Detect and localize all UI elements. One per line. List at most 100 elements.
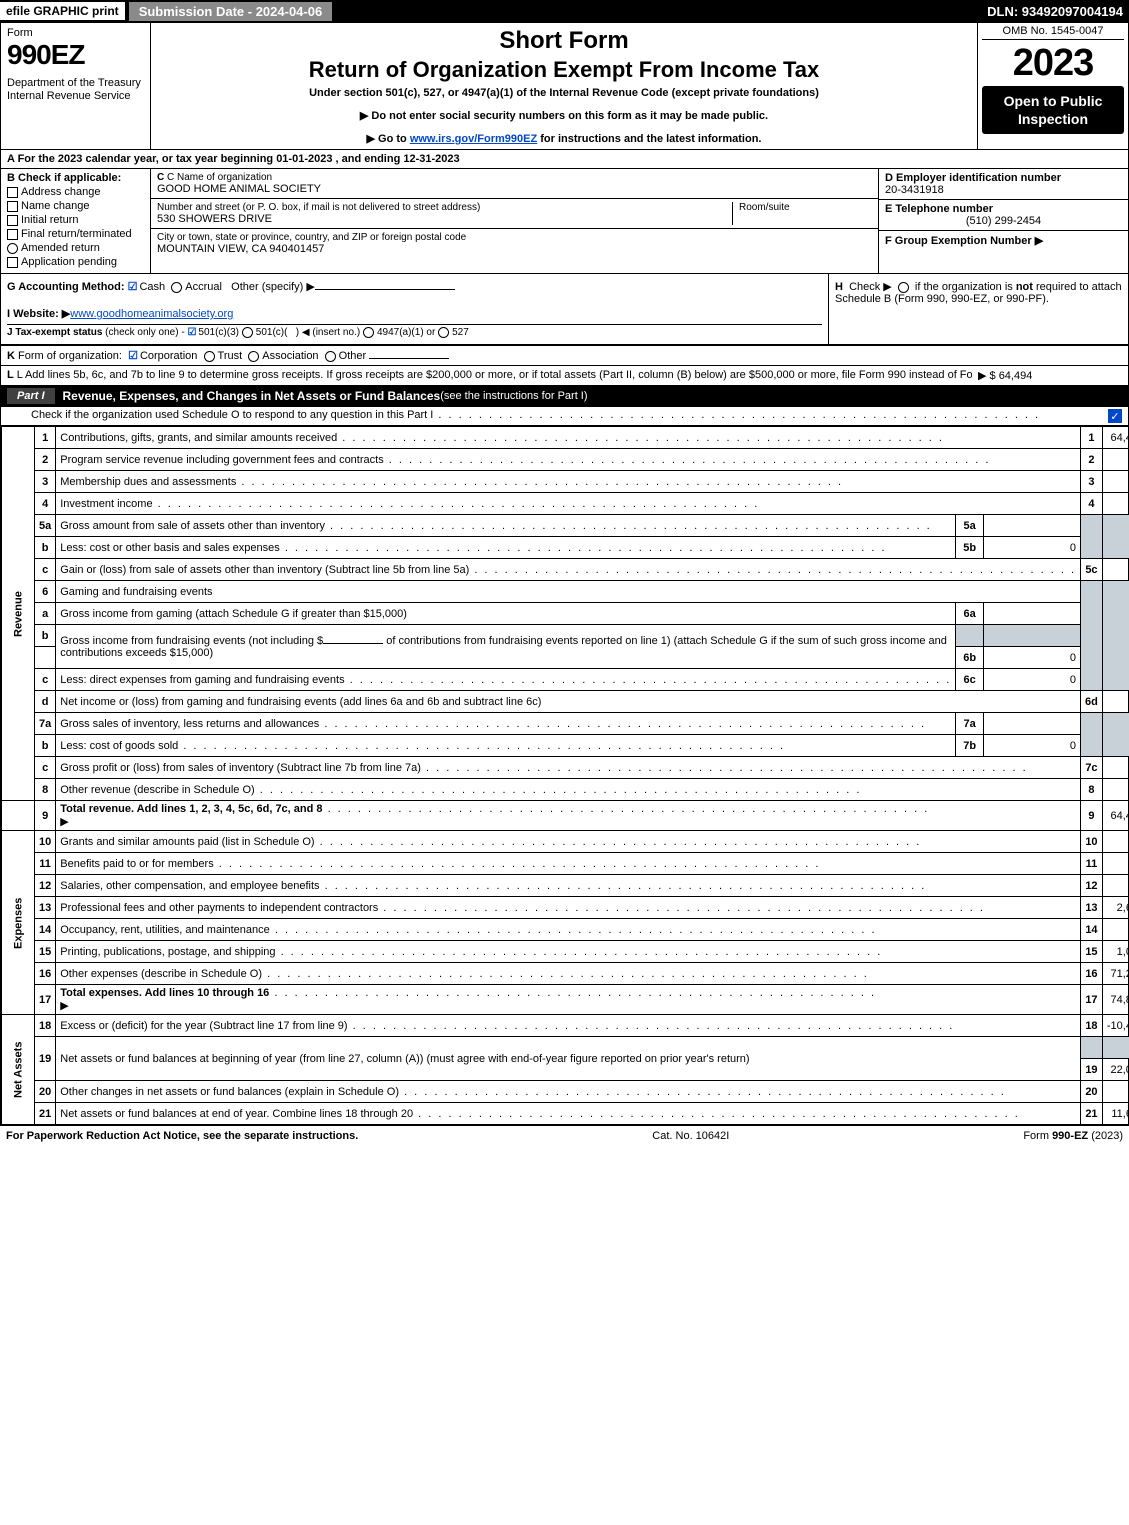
line-15-val: 1,016 (1102, 941, 1129, 963)
section-b: B Check if applicable: Address change Na… (1, 169, 151, 273)
section-b-label: B Check if applicable: (7, 172, 144, 184)
row-i: I Website: ▶www.goodhomeanimalsociety.or… (7, 307, 822, 320)
row-k: K Form of organization: ☑Corporation Tru… (1, 345, 1128, 365)
short-form-title: Short Form (159, 27, 969, 55)
row-l: L L Add lines 5b, 6c, and 7b to line 9 t… (1, 365, 1128, 385)
line-21-val: 11,653 (1102, 1103, 1129, 1125)
line-19-val: 22,058 (1102, 1059, 1129, 1081)
line-1-desc: Contributions, gifts, grants, and simila… (60, 432, 337, 444)
line-7c-val: 0 (1102, 757, 1129, 779)
page-footer: For Paperwork Reduction Act Notice, see … (0, 1126, 1129, 1146)
org-name: GOOD HOME ANIMAL SOCIETY (157, 183, 321, 195)
submission-date: Submission Date - 2024-04-06 (129, 2, 333, 21)
line-13-desc: Professional fees and other payments to … (60, 902, 378, 914)
line-7a-desc: Gross sales of inventory, less returns a… (60, 718, 319, 730)
lines-table: Revenue 1 Contributions, gifts, grants, … (1, 426, 1129, 1125)
chk-initial-return[interactable]: Initial return (7, 214, 144, 226)
group-exemption-label: F Group Exemption Number ▶ (885, 235, 1043, 247)
form-header: Form 990EZ Department of the Treasury In… (1, 23, 1128, 150)
line-16-val: 71,228 (1102, 963, 1129, 985)
part-i-title: Revenue, Expenses, and Changes in Net As… (63, 389, 441, 403)
chk-amended-return[interactable]: Amended return (7, 242, 144, 254)
line-2-val: 0 (1102, 449, 1129, 471)
line-5a-desc: Gross amount from sale of assets other t… (60, 520, 325, 532)
line-6d-val: 0 (1102, 691, 1129, 713)
under-section: Under section 501(c), 527, or 4947(a)(1)… (159, 87, 969, 99)
line-6b-subval: 0 (983, 647, 1080, 669)
line-1-num: 1 (35, 427, 56, 449)
tip2-prefix: ▶ Go to (367, 133, 410, 145)
org-name-label: C C Name of organization (157, 172, 321, 183)
line-7b-desc: Less: cost of goods sold (60, 740, 178, 752)
line-18-desc: Excess or (deficit) for the year (Subtra… (60, 1020, 347, 1032)
part-i-subtitle: (see the instructions for Part I) (440, 390, 587, 402)
accounting-cash[interactable]: Cash (139, 281, 165, 293)
city-state-zip: MOUNTAIN VIEW, CA 940401457 (157, 243, 466, 255)
section-d-e-f: D Employer identification number 20-3431… (878, 169, 1128, 273)
line-6b-desc: Gross income from fundraising events (no… (56, 625, 956, 669)
expenses-section-label: Expenses (2, 831, 35, 1015)
line-10-desc: Grants and similar amounts paid (list in… (60, 836, 314, 848)
header-middle: Short Form Return of Organization Exempt… (151, 23, 978, 149)
line-2-desc: Program service revenue including govern… (60, 454, 383, 466)
footer-left: For Paperwork Reduction Act Notice, see … (6, 1130, 358, 1142)
line-20-val: -1 (1102, 1081, 1129, 1103)
line-3-val: 0 (1102, 471, 1129, 493)
line-4-desc: Investment income (60, 498, 152, 510)
line-7b-subval: 0 (983, 735, 1080, 757)
ein-label: D Employer identification number (885, 172, 1122, 184)
part-i-header: Part I Revenue, Expenses, and Changes in… (1, 385, 1128, 407)
tip-goto: ▶ Go to www.irs.gov/Form990EZ for instru… (159, 132, 969, 145)
accounting-accrual-radio[interactable] (171, 282, 182, 293)
tax-year: 2023 (982, 44, 1124, 82)
row-g: G Accounting Method: ☑Cash Accrual Other… (7, 280, 822, 293)
line-5c-desc: Gain or (loss) from sale of assets other… (60, 564, 469, 576)
chk-final-return[interactable]: Final return/terminated (7, 228, 144, 240)
phone-label: E Telephone number (885, 203, 1122, 215)
irs-link[interactable]: www.irs.gov/Form990EZ (410, 133, 537, 145)
website-link[interactable]: www.goodhomeanimalsociety.org (70, 308, 233, 320)
row-h: H Check ▶ if the organization is not req… (828, 274, 1128, 344)
chk-application-pending[interactable]: Application pending (7, 256, 144, 268)
open-to-public: Open to Public Inspection (982, 86, 1124, 134)
omb-number: OMB No. 1545-0047 (982, 25, 1124, 40)
efile-label[interactable]: efile GRAPHIC print (0, 2, 125, 20)
return-title: Return of Organization Exempt From Incom… (159, 57, 969, 83)
form-number: 990EZ (7, 39, 144, 71)
line-21-desc: Net assets or fund balances at end of ye… (60, 1108, 413, 1120)
header-left: Form 990EZ Department of the Treasury In… (1, 23, 151, 149)
line-8-desc: Other revenue (describe in Schedule O) (60, 784, 254, 796)
netassets-section-label: Net Assets (2, 1015, 35, 1125)
line-12-desc: Salaries, other compensation, and employ… (60, 880, 319, 892)
chk-name-change[interactable]: Name change (7, 200, 144, 212)
ein-value: 20-3431918 (885, 184, 1122, 196)
form-word: Form (7, 27, 144, 39)
schedule-o-checkbox[interactable]: ✓ (1108, 409, 1122, 423)
tip2-suffix: for instructions and the latest informat… (537, 133, 761, 145)
chk-address-change[interactable]: Address change (7, 186, 144, 198)
schedule-b-checkbox[interactable] (898, 282, 909, 293)
street-address: 530 SHOWERS DRIVE (157, 213, 732, 225)
line-6-desc: Gaming and fundraising events (56, 581, 1081, 603)
form-container: Form 990EZ Department of the Treasury In… (0, 22, 1129, 1126)
line-8-val (1102, 779, 1129, 801)
line-6d-desc: Net income or (loss) from gaming and fun… (56, 691, 1081, 713)
section-c: C C Name of organization GOOD HOME ANIMA… (151, 169, 878, 273)
line-6a-desc: Gross income from gaming (attach Schedul… (56, 603, 956, 625)
line-5c-val: 0 (1102, 559, 1129, 581)
city-label: City or town, state or province, country… (157, 232, 466, 243)
line-6a-subval (983, 603, 1080, 625)
phone-value: (510) 299-2454 (885, 215, 1122, 227)
header-right: OMB No. 1545-0047 2023 Open to Public In… (978, 23, 1128, 149)
department: Department of the Treasury Internal Reve… (7, 77, 144, 103)
line-5b-desc: Less: cost or other basis and sales expe… (60, 542, 280, 554)
line-4-val: 0 (1102, 493, 1129, 515)
line-13-val: 2,654 (1102, 897, 1129, 919)
revenue-section-label: Revenue (2, 427, 35, 801)
row-a-tax-year: A For the 2023 calendar year, or tax yea… (1, 150, 1128, 169)
footer-form: Form 990-EZ (2023) (1023, 1130, 1123, 1142)
line-3-desc: Membership dues and assessments (60, 476, 236, 488)
line-1-val: 64,494 (1102, 427, 1129, 449)
rows-g-h-i-j: G Accounting Method: ☑Cash Accrual Other… (1, 274, 1128, 345)
line-20-desc: Other changes in net assets or fund bala… (60, 1086, 399, 1098)
